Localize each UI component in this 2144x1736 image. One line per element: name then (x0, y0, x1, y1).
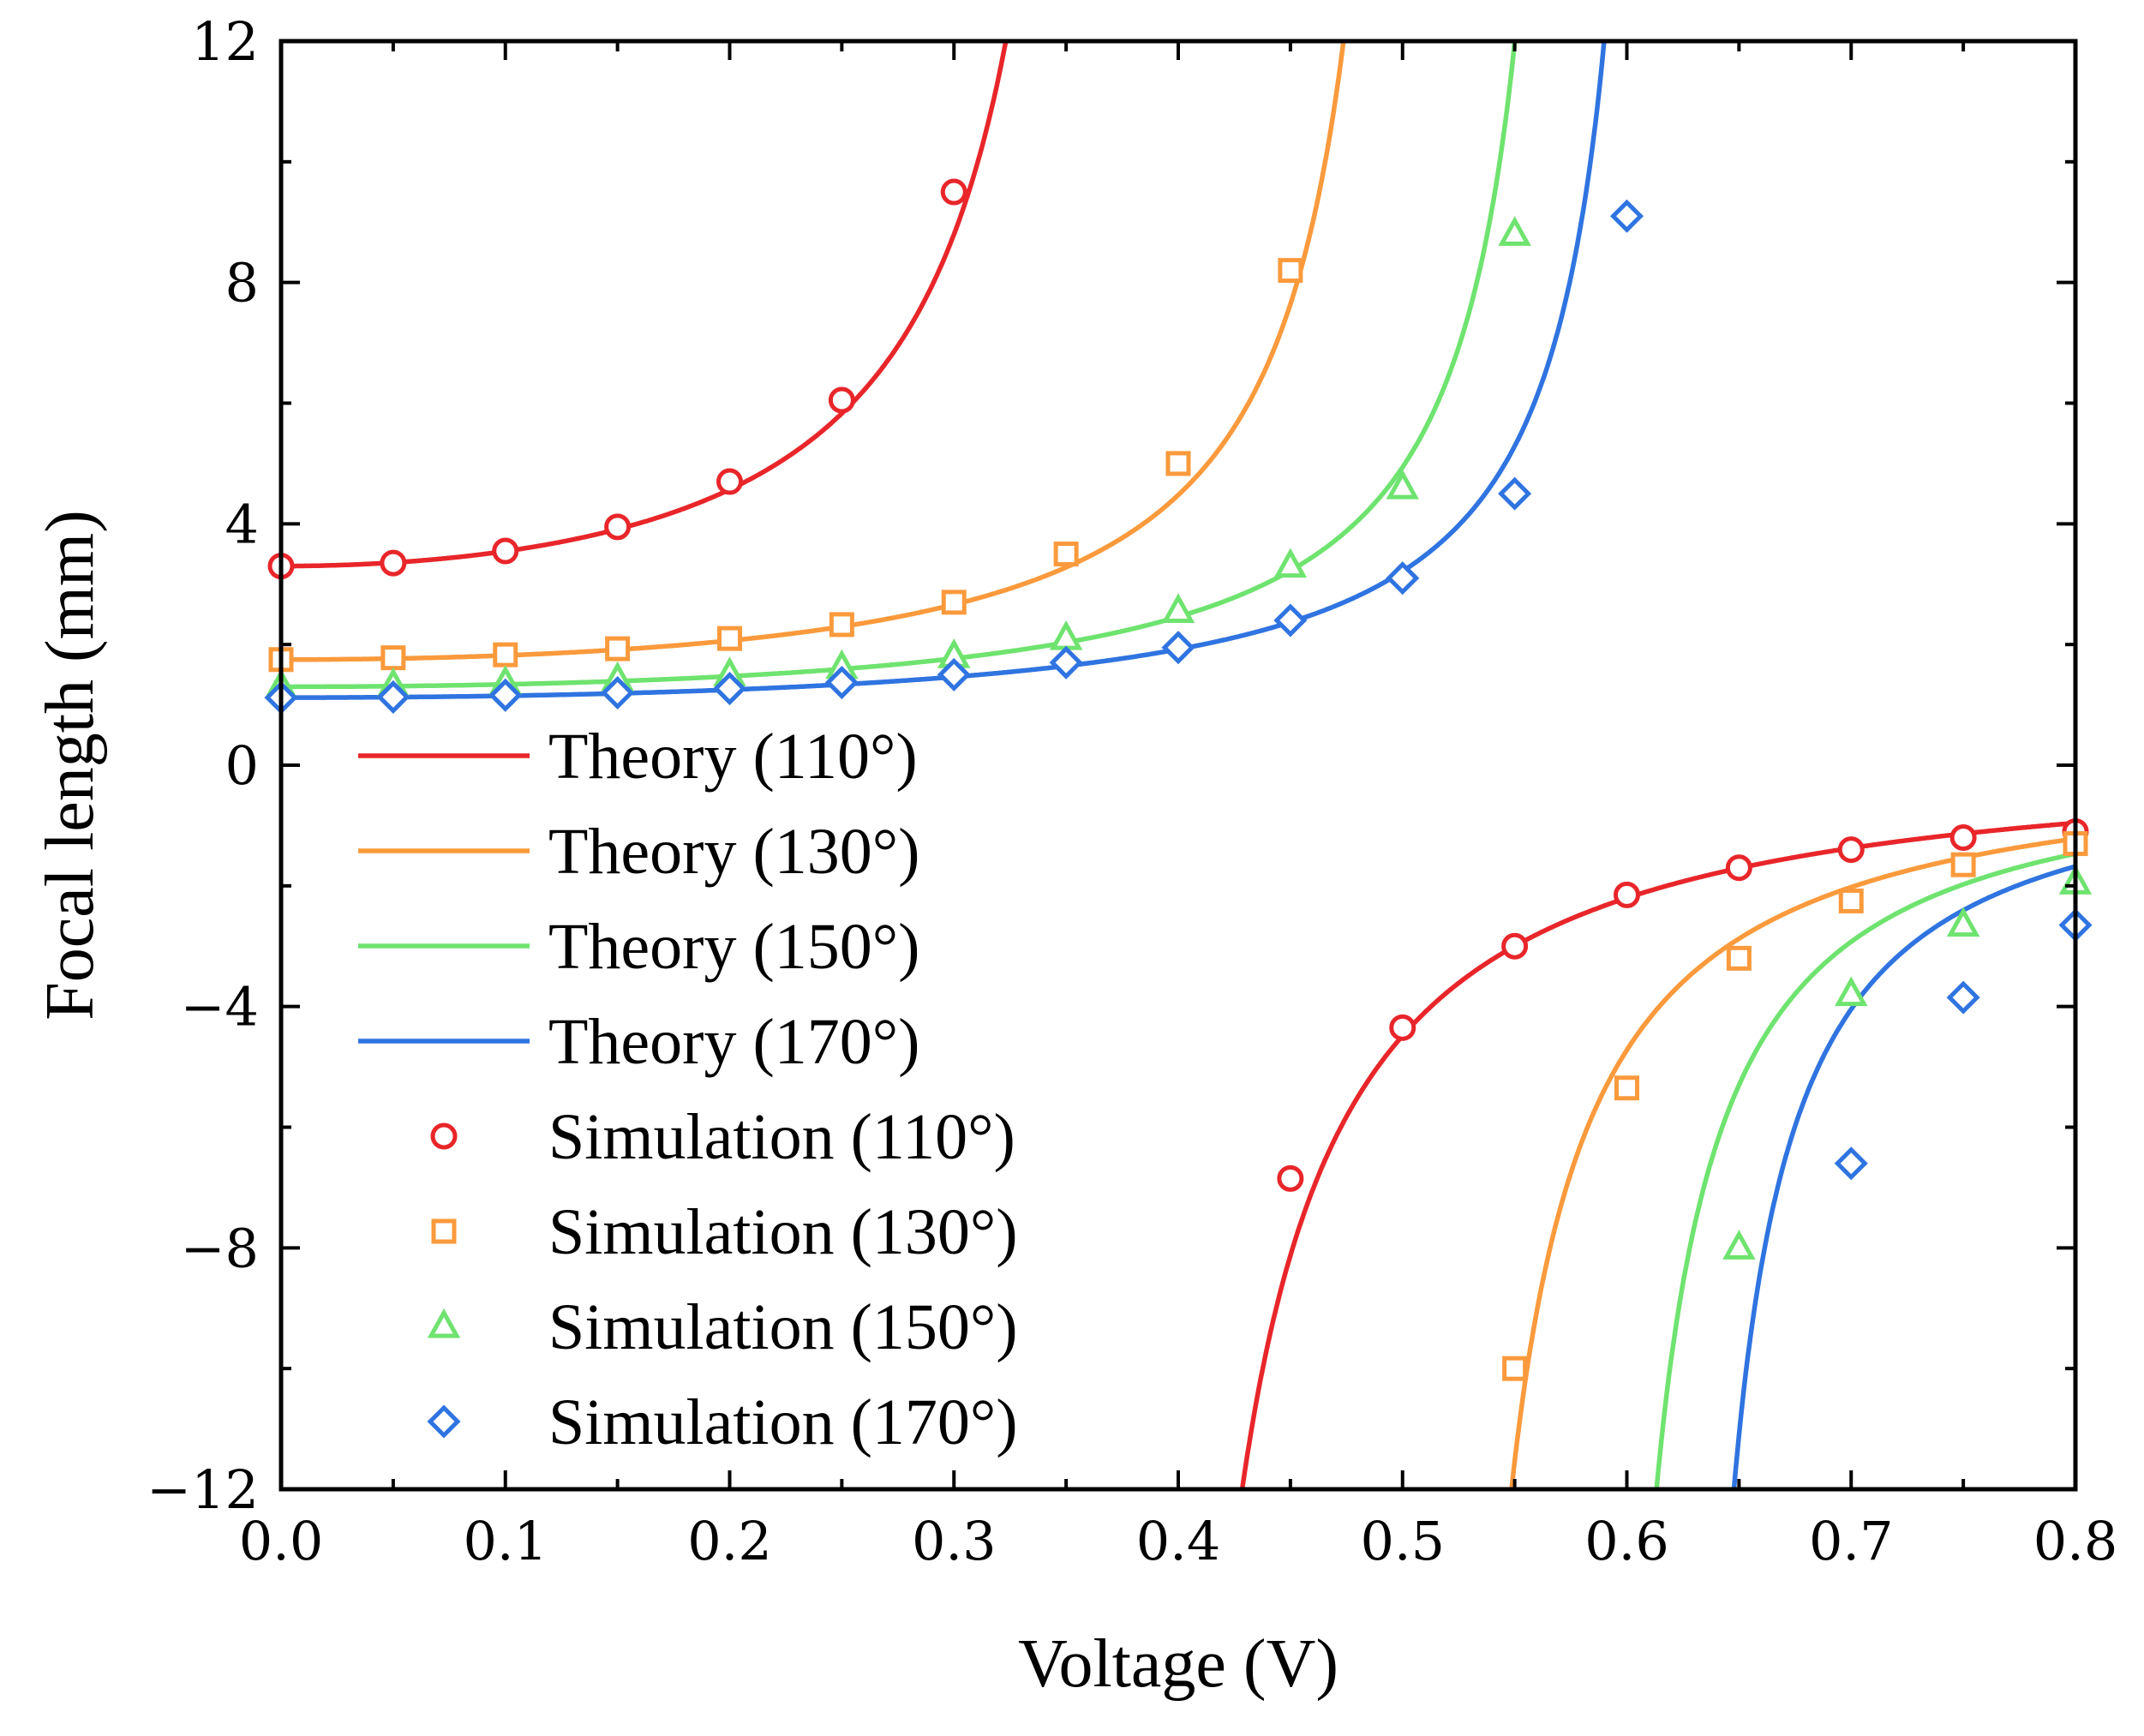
simulation-110-point (604, 513, 632, 541)
x-axis-title: Voltage (V) (1018, 1626, 1339, 1702)
x-tick-label: 0.5 (1360, 1510, 1445, 1572)
x-tick-label: 0.8 (2033, 1510, 2118, 1572)
legend-label-simulation-150: Simulation (150°) (548, 1291, 1018, 1363)
x-tick-label: 0.0 (239, 1510, 324, 1572)
y-tick-label: −12 (147, 1458, 259, 1521)
simulation-110-point (1389, 1014, 1416, 1041)
simulation-170-point (1946, 980, 1980, 1015)
simulation-170-point (376, 679, 410, 714)
legend-label-simulation-110: Simulation (110°) (548, 1101, 1015, 1173)
theory-line-170-negative-branch (1731, 864, 2075, 1489)
simulation-170-point (1498, 476, 1532, 511)
x-tick-label: 0.6 (1584, 1510, 1669, 1572)
simulation-170-point (1273, 603, 1308, 638)
simulation-130-point (1165, 451, 1191, 476)
simulation-150-point (1386, 469, 1419, 500)
x-tick-label: 0.4 (1136, 1510, 1221, 1572)
simulation-110-point (1949, 824, 1977, 851)
simulation-150-point (1161, 593, 1195, 623)
simulation-130-point (1053, 542, 1079, 567)
axis-ticks-layer: 0.0 0.1 0.2 0.3 0.4 0.5 0.6 0.7 0.8 −12 −8 −4 0 4 8 12 (147, 10, 2117, 1572)
simulation-130-point (1278, 258, 1303, 284)
simulation-150-point (1722, 1230, 1756, 1260)
simulation-110-point (828, 386, 855, 414)
simulation-150-point (1273, 548, 1308, 578)
simulation-130-point (941, 590, 967, 615)
simulation-150-point (1498, 216, 1531, 246)
legend: Theory (110°) Theory (130°) Theory (150°) T… (358, 721, 1018, 1458)
legend-swatch-simulation-170 (427, 1404, 461, 1439)
simulation-110-point (716, 468, 743, 495)
simulation-110-point (1614, 881, 1640, 908)
theory-line-150-positive-branch (281, 41, 1518, 690)
simulation-150-point (1835, 976, 1868, 1007)
simulation-170-point (488, 678, 523, 712)
simulation-130-point (605, 636, 631, 661)
y-tick-label: 0 (225, 734, 259, 797)
legend-swatch-simulation-130 (431, 1218, 457, 1244)
simulation-110-point (1837, 836, 1865, 864)
simulation-130-point (1614, 1075, 1639, 1101)
simulation-110-point (1277, 1164, 1304, 1192)
legend-swatch-simulation-110 (430, 1122, 458, 1150)
y-axis-title: Focal length (mm) (33, 510, 108, 1020)
simulation-130-point (1950, 852, 1976, 877)
simulation-170-point (712, 672, 747, 706)
legend-label-theory-150: Theory (150°) (548, 911, 919, 983)
legend-label-simulation-130: Simulation (130°) (548, 1196, 1018, 1268)
simulation-130-point (1838, 888, 1864, 913)
x-tick-label: 0.2 (687, 1510, 772, 1572)
simulation-170-point (824, 665, 859, 700)
legend-label-simulation-170: Simulation (170°) (548, 1386, 1018, 1458)
simulation-170-point (1161, 631, 1195, 665)
theory-line-110-negative-branch (1239, 820, 2075, 1489)
x-tick-label: 0.7 (1809, 1510, 1894, 1572)
simulation-130-point (493, 642, 518, 667)
simulation-130-point (1502, 1356, 1528, 1381)
legend-label-theory-170: Theory (170°) (548, 1006, 919, 1078)
y-tick-label: 12 (191, 10, 259, 73)
simulation-110-point (940, 178, 967, 206)
simulation-110-point (492, 537, 519, 565)
y-tick-label: 8 (225, 252, 259, 314)
simulation-150-point (1946, 907, 1980, 937)
simulation-110-point (380, 549, 407, 577)
x-tick-label: 0.1 (463, 1510, 548, 1572)
simulation-130-point (380, 645, 406, 671)
simulation-130-point (829, 612, 854, 638)
legend-label-theory-110: Theory (110°) (548, 721, 918, 793)
simulation-130-point (1726, 945, 1752, 971)
legend-swatch-simulation-150 (427, 1308, 461, 1338)
simulation-110-point (1501, 932, 1529, 960)
legend-label-theory-130: Theory (130°) (548, 816, 919, 888)
simulation-170-point (937, 657, 971, 691)
simulation-110-point (1725, 854, 1752, 882)
y-tick-label: −4 (181, 976, 259, 1039)
y-tick-label: −8 (181, 1217, 259, 1279)
y-tick-label: 4 (225, 493, 259, 555)
theory-line-130-negative-branch (1509, 836, 2075, 1489)
simulation-130-point (717, 626, 742, 651)
simulation-170-point (1609, 199, 1644, 233)
simulation-170-point (1834, 1146, 1868, 1181)
theory-line-150-negative-branch (1654, 851, 2075, 1489)
simulation-170-point (601, 675, 635, 710)
x-tick-label: 0.3 (912, 1510, 997, 1572)
theory-line-130-positive-branch (281, 41, 1346, 662)
simulation-170-point (1386, 561, 1420, 596)
simulation-170-point (1049, 645, 1083, 679)
